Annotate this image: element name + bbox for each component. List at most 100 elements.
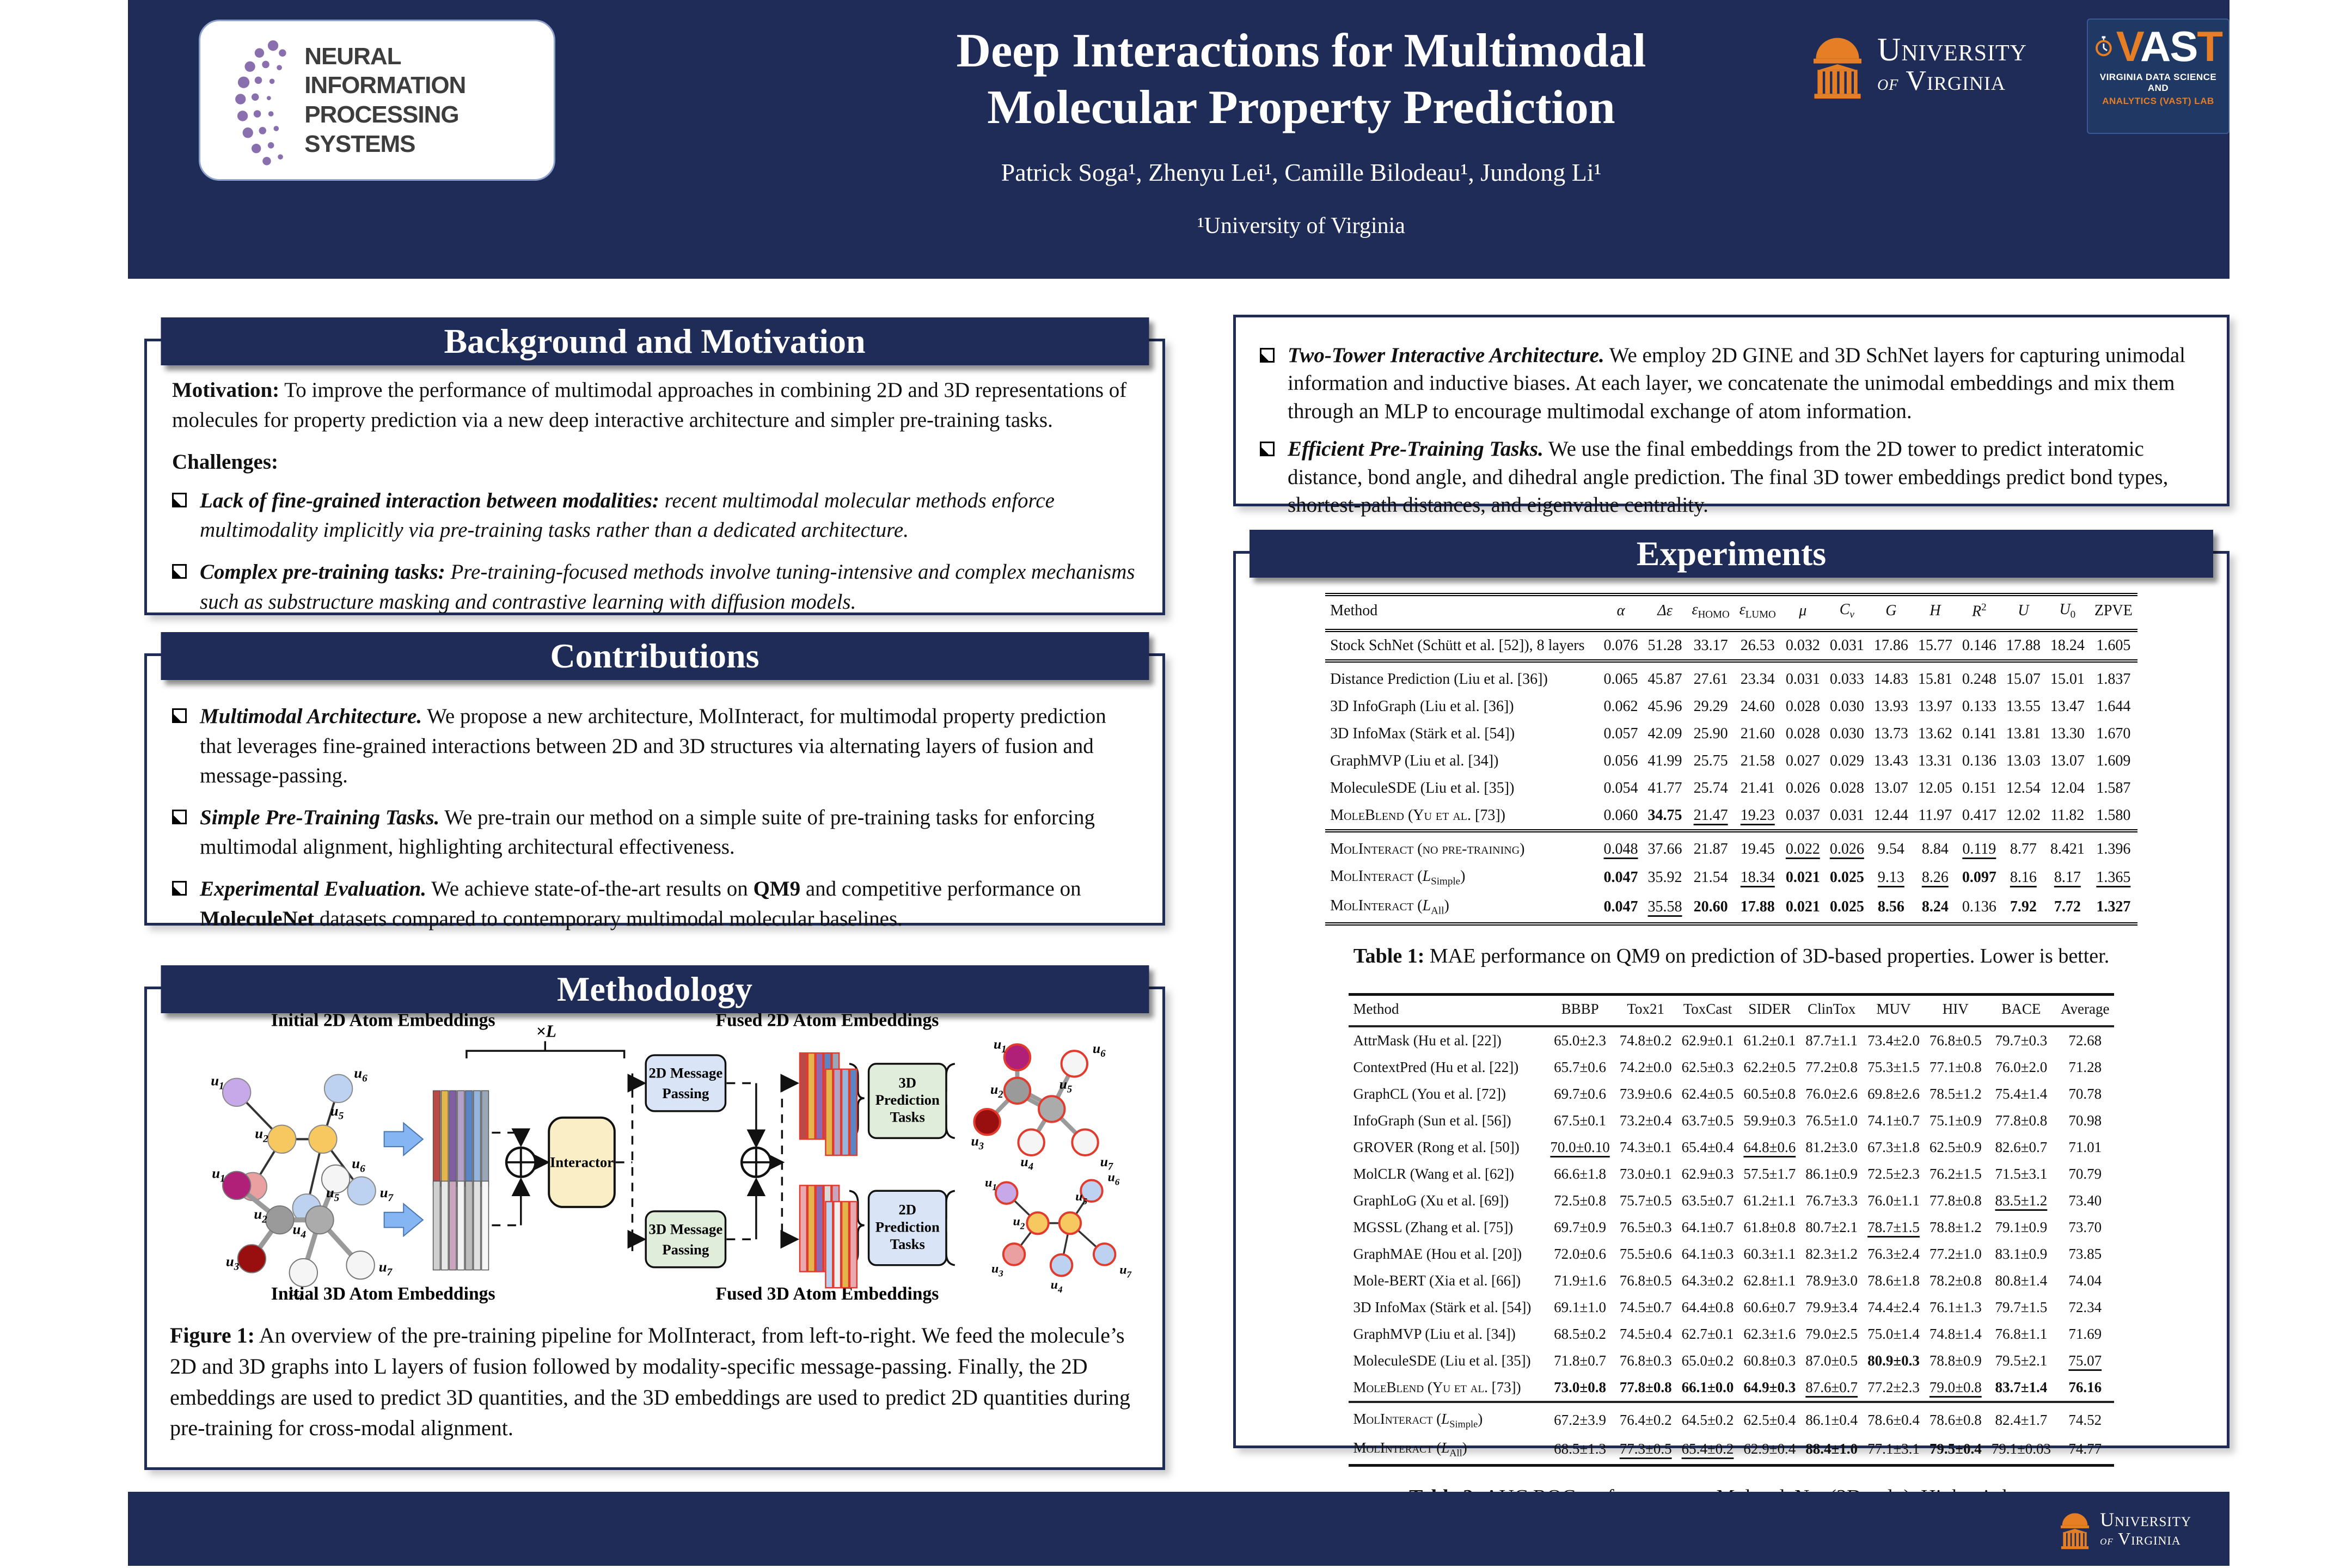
value-cell: 34.75 — [1647, 806, 1682, 824]
method-cell: GROVER (Rong et al. [50]) — [1349, 1134, 1546, 1161]
value-cell: 12.05 — [1918, 779, 1952, 797]
value-cell: 12.54 — [2006, 779, 2041, 797]
text-segment: MolCLR (Wang et al. [62]) — [1353, 1165, 1515, 1182]
value-cell: 62.3±1.6 — [1743, 1325, 1796, 1342]
atom-label: u2 — [1013, 1215, 1025, 1232]
table-row: GraphMVP (Liu et al. [34]) 68.5±0.2 74.5±0… — [1349, 1321, 2115, 1347]
value-cell: 67.5±0.1 — [1554, 1112, 1606, 1129]
atom-node — [1049, 1253, 1073, 1277]
value-cell: 77.2±2.3 — [1867, 1379, 1920, 1395]
value-cell: 74.2±0.0 — [1619, 1058, 1672, 1075]
text-segment: MGSSL (Zhang et al. [75]) — [1353, 1218, 1514, 1235]
checkbox-bullet-icon — [172, 809, 187, 824]
value-cell: 62.8±1.1 — [1743, 1272, 1796, 1289]
value-cell: 0.028 — [1785, 725, 1820, 742]
value-cell: 76.1±1.3 — [1929, 1298, 1982, 1315]
method-cell: Mole-BERT (Xia et al. [66]) — [1349, 1267, 1546, 1294]
atom-node — [267, 1124, 296, 1154]
text-segment: AttrMask (Hu et al. [22]) — [1353, 1032, 1502, 1049]
table1-caption-lead: Table 1: — [1353, 944, 1425, 967]
text-segment: L — [1441, 1410, 1450, 1427]
value-cell: 8.16 — [2010, 868, 2037, 886]
svg-text:Prediction: Prediction — [875, 1218, 939, 1235]
atom-label: u6 — [352, 1155, 365, 1175]
text-segment: GraphLoG (Xu et al. [69]) — [1353, 1192, 1509, 1209]
value-cell: 25.75 — [1693, 752, 1728, 769]
value-cell: 13.97 — [1918, 697, 1952, 715]
column-header: BBBP — [1545, 994, 1615, 1027]
value-cell: 61.2±1.1 — [1743, 1192, 1796, 1209]
value-cell: 7.92 — [2010, 898, 2037, 916]
atom-label: u7 — [379, 1184, 394, 1204]
text-segment: InfoGraph (Sun et al. [56]) — [1353, 1112, 1511, 1129]
value-cell: 0.097 — [1962, 868, 1996, 886]
footer-uva-line1: University — [2100, 1509, 2191, 1531]
text-segment: Average — [2061, 1000, 2110, 1017]
footer-band: University of Virginia — [128, 1492, 2230, 1566]
method-cell: ContextPred (Hu et al. [22]) — [1349, 1054, 1546, 1081]
uva-virginia: Virginia — [1906, 65, 2006, 97]
value-cell: 1.327 — [2096, 898, 2131, 916]
text-segment: 3D InfoMax (Stärk et al. [54]) — [1353, 1298, 1532, 1315]
value-cell: 51.28 — [1647, 636, 1682, 654]
method-cell: GraphLoG (Xu et al. [69]) — [1349, 1187, 1546, 1214]
value-cell: 75.5±0.6 — [1619, 1245, 1672, 1262]
mp-2d-box: 2D Message Passing — [644, 1054, 726, 1112]
fusion-oplus-left-icon — [505, 1146, 537, 1178]
value-cell: 87.6±0.7 — [1805, 1379, 1858, 1395]
value-cell: 62.5±0.3 — [1681, 1058, 1734, 1075]
text-segment: MoleculeNet — [200, 906, 315, 930]
atom-label: u4 — [1050, 1278, 1062, 1295]
method-cell: AttrMask (Hu et al. [22]) — [1349, 1026, 1546, 1054]
bullet-text: Simple Pre-Training Tasks. We pre-train … — [200, 805, 1095, 859]
mp-3d-box: 3D Message Passing — [644, 1210, 726, 1269]
neurips-line1: NEURAL INFORMATION — [304, 42, 466, 99]
atom-node — [1037, 1095, 1065, 1123]
value-cell: 76.8±0.3 — [1619, 1352, 1672, 1369]
embedding-bar — [814, 1052, 824, 1140]
value-cell: 1.609 — [2096, 752, 2131, 769]
text-segment: Stock SchNet (Schütt et al. [52]), 8 lay… — [1330, 636, 1585, 654]
value-cell: 71.9±1.6 — [1554, 1272, 1606, 1289]
value-cell: 23.34 — [1734, 659, 1781, 693]
value-cell: 75.1±0.9 — [1929, 1112, 1982, 1129]
text-segment: All — [1431, 905, 1444, 917]
text-segment: MoleculeSDE (Liu et al. [35]) — [1330, 779, 1515, 797]
value-cell: 64.9±0.3 — [1743, 1379, 1796, 1395]
value-cell: 0.037 — [1785, 806, 1820, 824]
text-segment: C — [1839, 601, 1850, 618]
text-segment: BBBP — [1561, 1000, 1599, 1017]
value-cell: 62.9±0.1 — [1681, 1032, 1734, 1049]
value-cell: 45.87 — [1643, 659, 1687, 693]
section-title-background: Background and Motivation — [161, 317, 1149, 365]
atom-node — [1079, 1179, 1104, 1203]
value-cell: 8.26 — [1921, 868, 1949, 886]
section-contributions: Contributions Multimodal Architecture. W… — [144, 632, 1165, 930]
authors: Patrick Soga¹, Zhenyu Lei¹, Camille Bilo… — [1001, 158, 1602, 186]
value-cell: 79.5±2.1 — [1995, 1352, 2048, 1369]
svg-text:Prediction: Prediction — [875, 1092, 939, 1108]
uva-rotunda-icon — [1814, 38, 1861, 99]
text-segment: μ — [1799, 602, 1807, 620]
bullet-text: Experimental Evaluation. We achieve stat… — [200, 877, 1081, 930]
embedding-bar — [481, 1180, 489, 1271]
value-cell: 0.141 — [1962, 725, 1996, 742]
embedding-bar — [832, 1200, 841, 1289]
embedding-bar — [832, 1068, 841, 1156]
value-cell: 69.7±0.9 — [1554, 1218, 1606, 1235]
embedding-stack-3d-fused — [799, 1185, 857, 1289]
vast-logo: VAST VIRGINIA DATA SCIENCE AND ANALYTICS… — [2087, 19, 2230, 134]
text-segment: L — [1441, 1440, 1450, 1456]
title-block: Deep Interactions for Multimodal Molecul… — [716, 0, 1886, 239]
value-cell: 73.2±0.4 — [1619, 1112, 1672, 1129]
value-cell: 0.417 — [1962, 806, 1996, 824]
table-row: InfoGraph (Sun et al. [56]) 67.5±0.1 73.2±… — [1349, 1107, 2115, 1134]
vast-wordmark: VAST — [2094, 25, 2223, 68]
value-cell: 79.9±3.4 — [1805, 1298, 1858, 1315]
column-header: α — [1598, 595, 1643, 632]
value-cell: 76.8±0.5 — [1929, 1032, 1982, 1049]
table-row: Distance Prediction (Liu et al. [36]) 0.0… — [1325, 659, 2137, 693]
method-cell: GraphCL (You et al. [72]) — [1349, 1081, 1546, 1107]
value-cell: 79.1±0.9 — [1995, 1218, 2048, 1235]
